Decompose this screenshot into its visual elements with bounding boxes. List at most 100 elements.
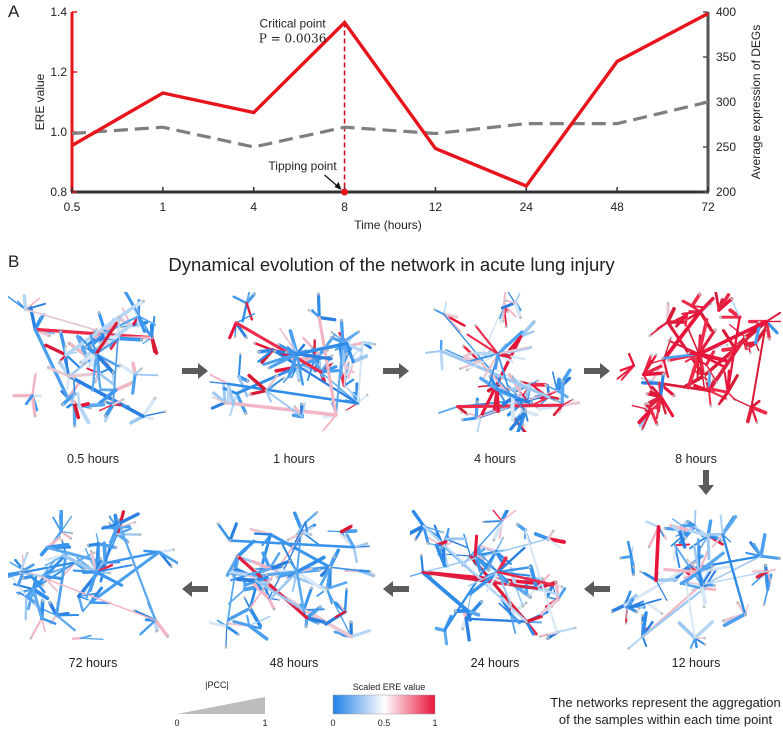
network-node — [743, 612, 747, 616]
network-node — [419, 553, 423, 557]
network-node — [47, 366, 50, 369]
network-node — [318, 568, 321, 572]
network-node — [768, 337, 771, 340]
network-node — [705, 379, 709, 383]
network-node — [522, 424, 525, 427]
network-edge — [265, 385, 275, 392]
network-edge — [749, 405, 768, 415]
network-edge — [659, 372, 665, 399]
network-edge — [40, 617, 47, 633]
network-edge — [95, 563, 134, 573]
network-edge — [697, 317, 709, 356]
network-edge — [41, 558, 56, 577]
network-edge — [349, 628, 372, 639]
network-edge — [642, 353, 658, 376]
network-edge — [94, 557, 103, 574]
network-edge — [76, 391, 81, 408]
network-edge — [209, 373, 230, 385]
network-edge — [24, 594, 37, 605]
network-node — [476, 400, 479, 404]
legend-note: The networks represent the aggregation o… — [548, 694, 783, 728]
network-node — [299, 534, 302, 537]
network-edge — [663, 568, 701, 574]
network-node — [154, 619, 157, 622]
network-node — [492, 538, 496, 542]
network-node — [246, 379, 249, 383]
network-edge — [129, 414, 145, 425]
network-node — [648, 334, 651, 337]
network-edge — [295, 352, 333, 361]
network-edge — [247, 567, 271, 576]
network-node — [48, 601, 52, 605]
network-node — [644, 402, 647, 406]
network-edge — [141, 396, 157, 418]
right-y-tick-label: 300 — [716, 95, 736, 109]
network-node — [293, 405, 297, 408]
network-edge — [137, 314, 146, 333]
network-node — [82, 363, 86, 366]
network-edge — [623, 590, 632, 607]
network-edge — [658, 381, 711, 393]
network-node — [663, 527, 667, 530]
network-node — [713, 328, 717, 332]
network-edge — [459, 360, 481, 370]
network-edge — [339, 525, 353, 534]
network-edge — [629, 555, 636, 569]
network-graph — [424, 292, 580, 432]
network-edge — [295, 352, 305, 386]
y-axis-title-right: Average expression of DEGs — [749, 25, 763, 180]
ere-colorbar-tick: 1 — [432, 718, 437, 728]
network-edge — [89, 549, 98, 574]
network-edge — [678, 530, 687, 549]
network-edge — [702, 586, 717, 592]
network-edge — [478, 544, 498, 553]
network-edge — [473, 534, 479, 558]
network-node — [369, 570, 372, 573]
network-edge — [55, 614, 76, 632]
network-edge — [339, 318, 345, 344]
network-node — [163, 410, 167, 413]
network-edge — [157, 548, 176, 554]
network-node — [655, 423, 659, 426]
network-edge — [40, 617, 57, 625]
network-node — [332, 334, 336, 338]
network-edge — [706, 534, 711, 561]
network-edge — [351, 354, 369, 364]
network-node — [709, 404, 712, 408]
network-edge — [492, 510, 503, 522]
network-edge — [674, 544, 703, 586]
network-edge — [18, 552, 29, 575]
network-edge — [637, 408, 653, 425]
network-edge — [473, 351, 500, 356]
network-node — [635, 610, 638, 614]
network-node — [253, 567, 257, 571]
network-node — [108, 521, 111, 525]
network-edge — [547, 529, 555, 541]
network-edge — [103, 402, 115, 418]
network-edge — [681, 299, 694, 308]
network-edge — [117, 522, 157, 622]
network-node — [649, 354, 653, 357]
network-edge — [546, 631, 558, 636]
network-node — [655, 353, 658, 356]
network-edge — [641, 611, 648, 639]
network-node — [743, 335, 747, 339]
network-node — [414, 538, 417, 541]
panel-a-label: A — [8, 2, 20, 21]
network-edge — [645, 395, 663, 411]
network-node — [276, 576, 279, 579]
network-edge — [265, 374, 279, 392]
series-line-avg-expression — [71, 100, 709, 149]
network-edge — [89, 601, 111, 605]
network-edge — [94, 570, 124, 587]
left-y-ticks: 0.8 1.0 1.2 1.4 — [50, 5, 77, 199]
network-edge — [726, 316, 741, 394]
network-edge — [645, 601, 664, 615]
arrow-right-icon — [584, 363, 610, 379]
network-edge — [555, 626, 577, 634]
network-edge — [507, 292, 516, 304]
network-graph — [209, 292, 377, 432]
network-edge — [19, 572, 44, 577]
network-edge — [443, 301, 448, 315]
network-edge — [661, 309, 703, 362]
